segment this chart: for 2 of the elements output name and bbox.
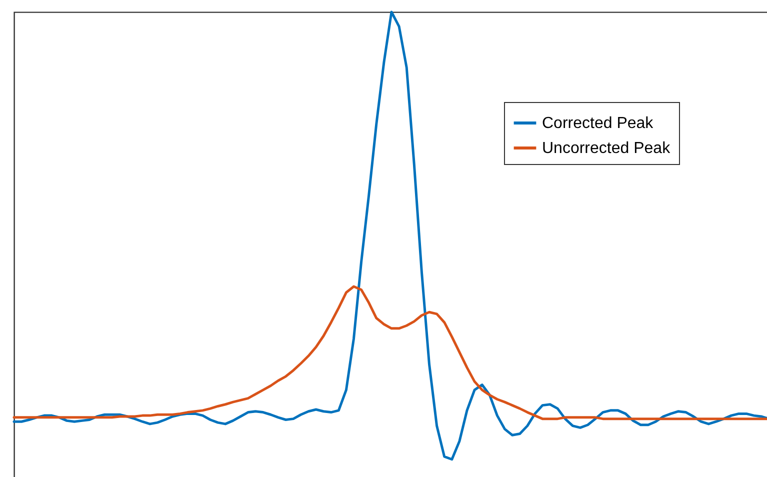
legend-label: Corrected Peak xyxy=(542,115,654,132)
legend-label: Uncorrected Peak xyxy=(542,140,672,157)
